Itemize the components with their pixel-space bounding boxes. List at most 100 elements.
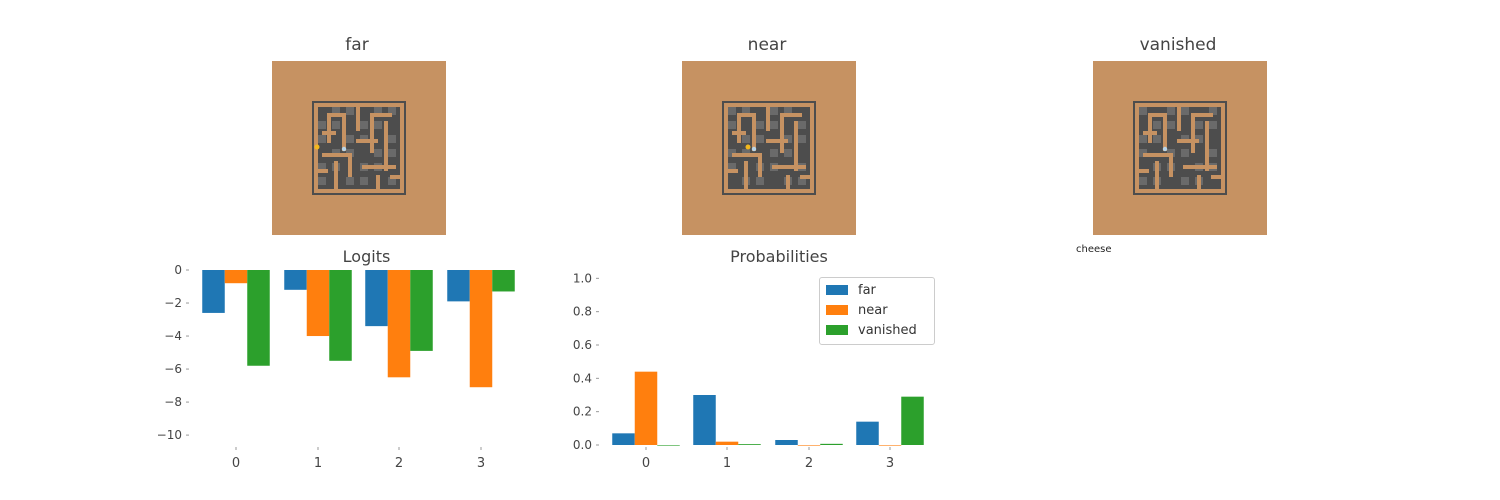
maze-corridor xyxy=(770,107,778,115)
y-tick-label: 0.6 xyxy=(573,338,592,352)
maze-wall xyxy=(1155,161,1159,189)
maze-wall xyxy=(724,103,728,193)
maze-svg xyxy=(1133,101,1227,195)
legend-swatch-near xyxy=(826,305,848,315)
maze-wall xyxy=(794,121,798,171)
maze-wall xyxy=(1135,189,1225,193)
maze-wall xyxy=(724,103,814,107)
maze-corridor xyxy=(1167,121,1175,129)
bar-near-2 xyxy=(387,270,411,378)
maze-wall xyxy=(780,113,784,153)
mouse-agent-icon xyxy=(341,146,347,152)
maze-image-far xyxy=(272,61,446,235)
bar-far-3 xyxy=(447,270,470,302)
maze-corridor xyxy=(346,177,354,185)
maze-image-near xyxy=(682,61,856,235)
bar-near-3 xyxy=(469,270,493,388)
panel-title-far: far xyxy=(345,35,369,55)
maze-corridor xyxy=(756,177,764,185)
maze-wall xyxy=(1177,106,1181,131)
maze-corridor xyxy=(374,107,382,115)
maze-walls xyxy=(1135,103,1225,193)
y-tick-label: −4 xyxy=(164,329,182,343)
bar-vanished-2 xyxy=(820,443,843,445)
bar-far-1 xyxy=(284,270,307,290)
maze-svg xyxy=(722,101,816,195)
maze-wall xyxy=(744,161,748,189)
bar-near-1 xyxy=(715,441,739,445)
x-tick-label: 2 xyxy=(395,456,403,471)
maze-wall xyxy=(732,131,746,135)
maze-wall xyxy=(1169,157,1173,177)
panel-title-vanished: vanished xyxy=(1139,35,1217,55)
maze-corridor xyxy=(1139,107,1147,115)
y-tick-label: 1.0 xyxy=(573,271,592,285)
bar-vanished-3 xyxy=(901,396,924,445)
maze-corridor xyxy=(784,107,792,115)
cheese-icon xyxy=(314,144,320,150)
maze-corridor xyxy=(346,107,354,115)
maze-wall xyxy=(732,153,762,157)
maze-wall xyxy=(362,165,396,169)
maze-corridor xyxy=(742,107,750,115)
maze-wall xyxy=(348,157,352,177)
maze-wall xyxy=(384,121,388,171)
y-tick-label: 0.4 xyxy=(573,371,592,385)
maze-corridor xyxy=(1181,107,1189,115)
maze-wall xyxy=(766,139,788,143)
bar-near-0 xyxy=(634,371,658,445)
maze-wall xyxy=(1135,103,1225,107)
x-tick-label: 2 xyxy=(805,456,813,471)
mouse-agent-icon xyxy=(1162,146,1168,152)
maze-wall xyxy=(737,113,755,117)
maze-corridor xyxy=(770,121,778,129)
maze-wall xyxy=(780,113,802,117)
maze-corridor xyxy=(332,107,340,115)
bar-far-2 xyxy=(365,270,388,327)
maze-wall xyxy=(390,175,400,179)
maze-corridor xyxy=(374,121,382,129)
maze-walls xyxy=(724,103,814,193)
y-tick-label: 0.8 xyxy=(573,305,592,319)
maze-corridor xyxy=(756,121,764,129)
maze-corridor xyxy=(388,149,396,157)
maze-corridor xyxy=(1167,107,1175,115)
legend-swatch-vanished xyxy=(826,325,848,335)
maze-wall xyxy=(314,169,328,173)
maze-corridor xyxy=(1181,177,1189,185)
maze-wall xyxy=(322,131,336,135)
maze-wall xyxy=(758,157,762,177)
maze-wall xyxy=(314,189,404,193)
maze-wall xyxy=(752,113,756,151)
maze-wall xyxy=(1221,103,1225,193)
maze-corridor xyxy=(728,121,736,129)
bar-vanished-1 xyxy=(329,270,352,361)
maze-corridor xyxy=(798,135,806,143)
maze-wall xyxy=(1191,113,1213,117)
maze-corridor xyxy=(798,121,806,129)
bar-vanished-2 xyxy=(410,270,433,351)
maze-corridor xyxy=(1153,121,1161,129)
maze-wall xyxy=(1183,165,1217,169)
maze-corridor xyxy=(346,135,354,143)
maze-corridor xyxy=(1209,149,1217,157)
bar-far-2 xyxy=(775,440,798,445)
maze-wall xyxy=(1197,175,1201,189)
legend-label-far: far xyxy=(858,282,876,298)
x-tick-label: 3 xyxy=(477,456,485,471)
maze-wall xyxy=(327,113,345,117)
maze-corridor xyxy=(1209,121,1217,129)
maze-wall xyxy=(342,113,346,151)
maze-corridor xyxy=(784,149,792,157)
x-tick-label: 3 xyxy=(886,456,894,471)
maze-wall xyxy=(376,175,380,189)
maze-corridor xyxy=(770,149,778,157)
legend-swatch-far xyxy=(826,285,848,295)
y-tick-label: −2 xyxy=(164,296,182,310)
maze-wall xyxy=(400,103,404,193)
maze-corridor xyxy=(318,135,326,143)
bar-vanished-0 xyxy=(657,445,680,446)
legend-label-vanished: vanished xyxy=(858,322,917,338)
y-tick-label: −6 xyxy=(164,362,182,376)
